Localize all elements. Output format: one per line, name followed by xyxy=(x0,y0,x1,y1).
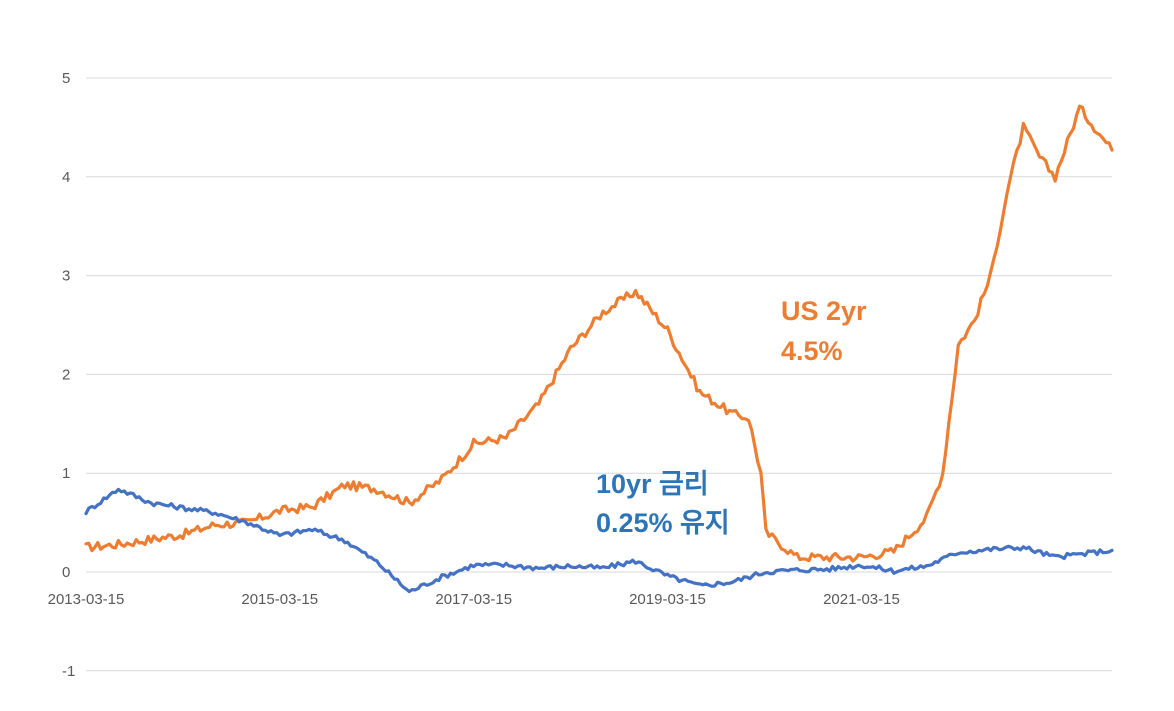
x-tick-label: 2019-03-15 xyxy=(629,591,706,608)
x-axis-ticks: 2013-03-15 2015-03-15 2017-03-15 2019-03-15… xyxy=(48,591,900,608)
x-tick-label: 2013-03-15 xyxy=(48,591,125,608)
y-axis-ticks: 5 4 3 2 1 0 -1 xyxy=(62,70,75,680)
series-line-us2yr xyxy=(84,104,1114,563)
y-tick-label: 4 xyxy=(62,169,70,186)
x-tick-label: 2015-03-15 xyxy=(241,591,318,608)
annotation-10yr-line2: 0.25% 유지 xyxy=(596,508,730,538)
y-tick-label: 2 xyxy=(62,366,70,383)
gridlines xyxy=(86,77,1112,672)
x-tick-label: 2017-03-15 xyxy=(435,591,512,608)
annotation-us2yr-line2: 4.5% xyxy=(781,336,843,366)
y-tick-label: 1 xyxy=(62,465,70,482)
y-tick-label: -1 xyxy=(62,663,75,680)
series-lines xyxy=(84,104,1114,594)
annotation-10yr-line1: 10yr 금리 xyxy=(596,469,709,499)
x-tick-label: 2021-03-15 xyxy=(823,591,900,608)
y-tick-label: 5 xyxy=(62,70,70,87)
y-tick-label: 3 xyxy=(62,268,70,285)
series-line-10yr xyxy=(84,487,1114,594)
annotations: US 2yr 4.5% 10yr 금리 0.25% 유지 xyxy=(596,296,867,538)
y-tick-label: 0 xyxy=(62,564,70,581)
annotation-us2yr-line1: US 2yr xyxy=(781,296,867,326)
